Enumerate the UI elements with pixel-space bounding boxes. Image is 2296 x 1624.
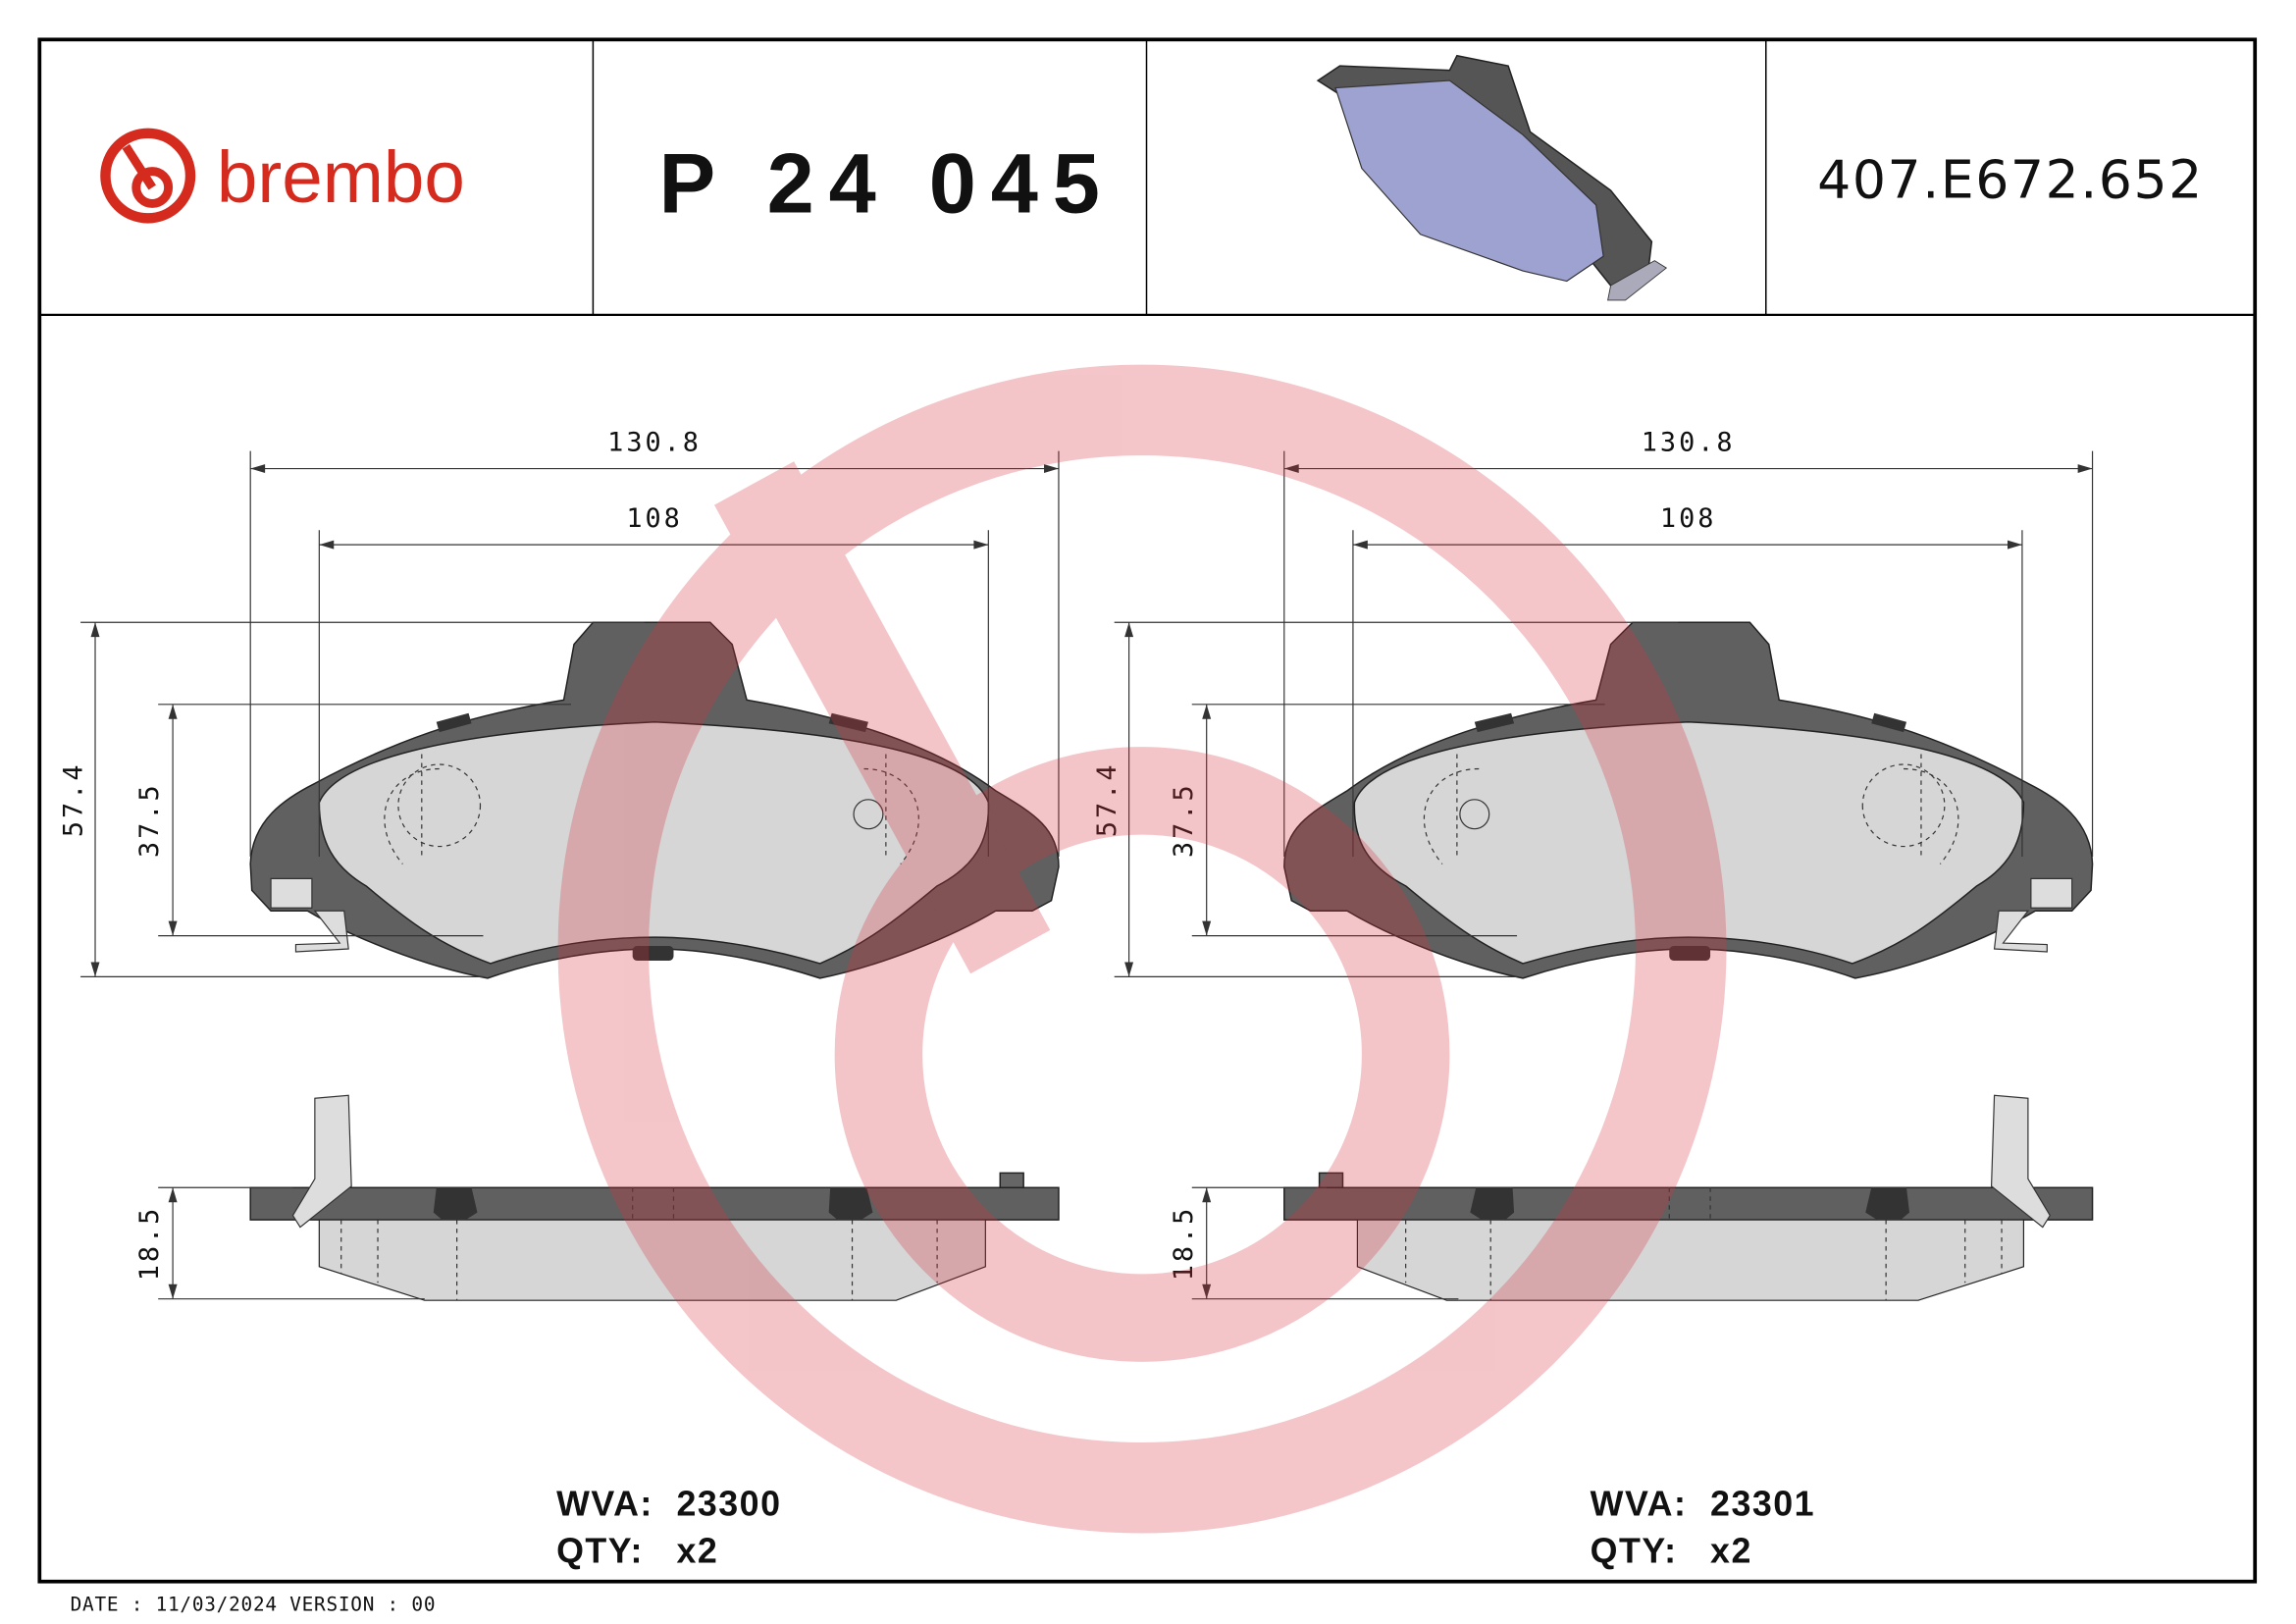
pad-3d-icon: [1316, 54, 1668, 301]
friction-material: [1353, 720, 2025, 965]
dim-thickness: 18.5: [134, 1206, 165, 1282]
arrow: [1124, 962, 1134, 977]
side-hidden: [1405, 1187, 2003, 1301]
reference: 407.E672.652: [1817, 148, 2204, 210]
friction-material: [318, 720, 990, 965]
pad-shape: [249, 621, 1060, 979]
side-clip: [1990, 1094, 2051, 1229]
side-friction: [1356, 1219, 2025, 1301]
hole: [1459, 799, 1490, 830]
side-backing: [1283, 1186, 2094, 1221]
dim-width: 130.8: [607, 428, 702, 458]
clip: [270, 877, 349, 953]
dim-inner-height: 37.5: [134, 782, 165, 858]
logo-text: brembo: [217, 135, 465, 218]
side-clip: [291, 1094, 352, 1229]
wear-tab: [1669, 946, 1711, 961]
arrow: [168, 1187, 178, 1203]
arrow: [168, 920, 178, 936]
side-stud: [1318, 1172, 1344, 1189]
arrow: [1202, 920, 1212, 936]
watermark: [557, 364, 1727, 1534]
side-hidden: [340, 1187, 938, 1301]
arrow: [168, 1283, 178, 1299]
pad-view: 130.8 108 57.4 37.5 18.5 WVA: 23301 QTY: x2: [1092, 428, 2094, 1570]
footer: DATE : 11/03/2024 VERSION : 00: [71, 1594, 437, 1616]
dim-inner-width: 108: [626, 503, 682, 534]
arrow: [90, 622, 100, 638]
qty-value: x2: [1710, 1531, 1752, 1570]
logo-icon: [100, 128, 196, 224]
hole-hidden: [397, 763, 482, 848]
arrow: [1124, 622, 1134, 638]
dim-height: 57.4: [59, 762, 89, 838]
side-view: [249, 1094, 1060, 1301]
qty-label: QTY:: [556, 1531, 644, 1570]
dim-inner-width: 108: [1660, 503, 1716, 534]
dim-inner-height: 37.5: [1169, 782, 1199, 858]
dim-width: 130.8: [1642, 428, 1736, 458]
clip: [1993, 877, 2073, 953]
arrow: [90, 962, 100, 977]
side-friction: [318, 1219, 986, 1301]
arrow: [168, 704, 178, 719]
hole-hidden: [1861, 763, 1946, 848]
hole: [853, 799, 884, 830]
arrow: [1202, 1283, 1212, 1299]
pad-view: 130.8 108 57.4 37.5 18.5 WVA: 23300 QTY: x2: [59, 428, 1060, 1570]
wva-number: 23300: [676, 1485, 781, 1524]
arrow: [973, 540, 989, 550]
arrow: [1352, 540, 1368, 550]
arrow: [1044, 464, 1059, 474]
dim-height: 57.4: [1092, 762, 1122, 838]
arrow: [1202, 704, 1212, 719]
arrow: [1202, 1187, 1212, 1203]
wear-tab: [632, 946, 674, 961]
arrow: [2008, 540, 2022, 550]
qty-value: x2: [676, 1531, 718, 1570]
wva-number: 23301: [1710, 1485, 1815, 1524]
pad-shape: [1283, 621, 2094, 979]
arrow: [2077, 464, 2093, 474]
side-stud: [999, 1172, 1024, 1189]
dim-thickness: 18.5: [1169, 1206, 1199, 1282]
arrow: [319, 540, 335, 550]
wva-label: WVA:: [556, 1485, 653, 1524]
wva-label: WVA:: [1591, 1485, 1688, 1524]
side-view: [1283, 1094, 2094, 1301]
qty-label: QTY:: [1591, 1531, 1678, 1570]
part-number: P 24 045: [659, 136, 1115, 231]
arrow: [1283, 464, 1299, 474]
arrow: [250, 464, 266, 474]
